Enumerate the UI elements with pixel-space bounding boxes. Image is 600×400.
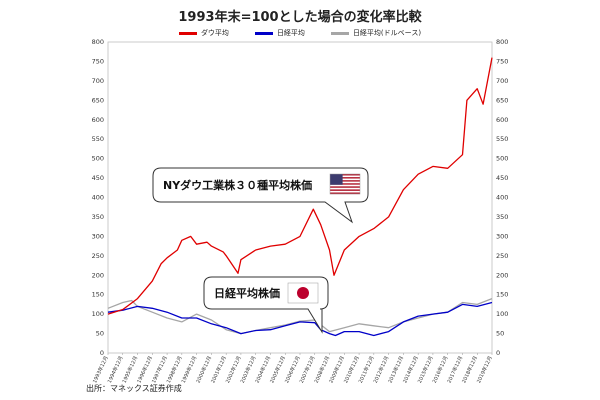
- y-tick-label-left: 550: [92, 135, 104, 143]
- y-tick-label-right: 450: [496, 174, 508, 182]
- y-tick-label-right: 350: [496, 213, 508, 221]
- y-tick-label-right: 400: [496, 194, 508, 202]
- y-tick-label-left: 200: [92, 271, 104, 279]
- callout-dow-text: NYダウ工業株３０種平均株価: [163, 178, 312, 192]
- y-tick-label-left: 450: [92, 174, 104, 182]
- y-tick-label-left: 650: [92, 96, 104, 104]
- y-tick-label-right: 600: [496, 116, 508, 124]
- us-flag-stripe: [330, 189, 360, 192]
- us-flag-stripe: [330, 183, 360, 185]
- legend-label-nikkei: 日経平均: [276, 29, 305, 37]
- y-tick-label-left: 750: [92, 57, 104, 65]
- y-tick-label-right: 800: [496, 38, 508, 46]
- y-tick-label-left: 50: [96, 330, 104, 338]
- legend-label-dow: ダウ平均: [200, 29, 229, 37]
- us-flag-stripe: [330, 190, 360, 193]
- us-flag-stripe: [330, 181, 360, 184]
- y-tick-label-left: 350: [92, 213, 104, 221]
- us-flag-stripe: [330, 174, 360, 176]
- y-tick-label-right: 0: [496, 349, 500, 357]
- us-flag-stripe: [330, 186, 360, 188]
- y-tick-label-right: 650: [496, 96, 508, 104]
- y-tick-label-right: 150: [496, 291, 508, 299]
- us-flag-stripe: [330, 184, 360, 187]
- legend-item-nikkei: 日経平均: [254, 28, 305, 38]
- us-flag-stripe: [330, 192, 360, 195]
- chart-title: 1993年末=100とした場合の変化率比較: [178, 10, 422, 25]
- y-tick-label-right: 300: [496, 232, 508, 240]
- us-flag-stripe: [330, 180, 360, 182]
- us-flag-stripe: [330, 177, 360, 179]
- us-flag-stripe: [330, 178, 360, 181]
- us-flag-canton: [330, 174, 343, 185]
- source-note: 出所：マネックス証券作成: [86, 384, 182, 393]
- y-tick-label-right: 700: [496, 77, 508, 85]
- japan-flag-disc: [297, 287, 309, 299]
- us-flag-border: [329, 173, 361, 195]
- legend-item-nikkei-usd: 日経平均(ドルベース): [330, 28, 422, 38]
- y-tick-label-left: 150: [92, 291, 104, 299]
- y-tick-label-left: 100: [92, 310, 104, 318]
- legend-item-dow: ダウ平均: [178, 28, 229, 38]
- y-tick-label-left: 300: [92, 232, 104, 240]
- legend-label-nikkei-usd: 日経平均(ドルベース): [352, 29, 422, 37]
- series-line-nikkei-usd: [107, 297, 493, 335]
- legend: ダウ平均 日経平均 日経平均(ドルベース): [0, 28, 600, 38]
- y-tick-label-right: 100: [496, 310, 508, 318]
- us-flag-stripe: [330, 175, 360, 178]
- us-flag-icon: [329, 173, 361, 195]
- y-tick-label-left: 700: [92, 77, 104, 85]
- y-tick-label-right: 500: [496, 155, 508, 163]
- y-tick-label-right: 250: [496, 252, 508, 260]
- japan-flag-icon: [287, 282, 319, 304]
- y-tick-label-right: 50: [496, 330, 504, 338]
- legend-swatch-dow: [178, 31, 197, 35]
- callout-dow: NYダウ工業株３０種平均株価: [152, 167, 369, 224]
- y-tick-label-left: 250: [92, 252, 104, 260]
- callout-dow-box: [152, 167, 369, 224]
- legend-swatch-nikkei: [254, 31, 273, 35]
- y-tick-label-right: 200: [496, 271, 508, 279]
- y-tick-label-right: 750: [496, 57, 508, 65]
- series-line-dow: [107, 57, 493, 315]
- y-tick-label-left: 600: [92, 116, 104, 124]
- callout-nikkei-text: 日経平均株価: [214, 286, 280, 300]
- callout-nikkei: 日経平均株価: [203, 276, 329, 334]
- us-flag-stripe: [330, 187, 360, 190]
- y-tick-label-right: 550: [496, 135, 508, 143]
- y-tick-label-left: 400: [92, 194, 104, 202]
- series-line-nikkei: [107, 301, 493, 337]
- y-tick-label-left: 0: [100, 349, 104, 357]
- y-tick-label-left: 500: [92, 155, 104, 163]
- y-tick-label-left: 800: [92, 38, 104, 46]
- legend-swatch-nikkei-usd: [330, 31, 349, 35]
